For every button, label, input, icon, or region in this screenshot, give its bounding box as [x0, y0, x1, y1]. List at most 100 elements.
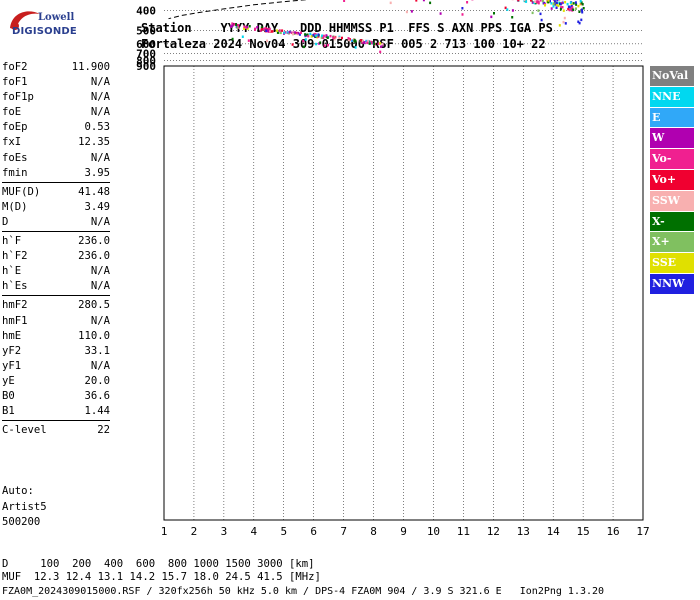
echo-point	[361, 41, 364, 44]
echo-point	[329, 34, 332, 38]
echo-point	[563, 16, 566, 20]
echo-point	[389, 1, 392, 5]
x-tick-label: 1	[161, 525, 168, 538]
echo-point	[317, 33, 320, 36]
y-tick-label: 700	[136, 47, 156, 60]
echo-point	[317, 35, 320, 38]
echo-point	[260, 28, 263, 31]
echo-point	[422, 0, 425, 2]
echo-point	[580, 18, 583, 22]
legend-item: SSW	[650, 190, 694, 211]
param-label: foEs	[2, 151, 28, 164]
param-label: yE	[2, 374, 15, 387]
param-row: hmF1 N/A	[2, 314, 110, 329]
echo-point	[283, 31, 286, 34]
echo-point	[265, 29, 268, 32]
legend-item: NoVal	[650, 66, 694, 86]
echo-point	[237, 24, 240, 27]
echo-point	[530, 0, 532, 2]
echo-point	[338, 36, 341, 40]
param-label: C-level	[2, 424, 47, 437]
echo-point	[557, 4, 560, 8]
echo-point	[550, 7, 553, 10]
echo-point	[256, 26, 259, 29]
echo-point	[323, 44, 326, 47]
echo-point	[575, 3, 578, 6]
echo-point	[537, 9, 540, 12]
param-value: 110.0	[78, 329, 110, 342]
echo-point	[230, 25, 232, 28]
param-row: foF2 11.900	[2, 60, 110, 75]
param-row: C-level 22	[2, 423, 110, 438]
echo-point	[558, 0, 561, 2]
echo-point	[554, 3, 557, 6]
echo-point	[540, 18, 543, 22]
x-tick-label: 3	[221, 525, 228, 538]
param-label: hmE	[2, 329, 22, 342]
param-value: 12.35	[78, 136, 110, 149]
echo-point	[290, 31, 293, 34]
echo-point	[288, 30, 291, 34]
echo-point	[544, 4, 546, 7]
param-label: foEp	[2, 121, 28, 134]
echo-point	[236, 26, 239, 29]
param-row: h`Es N/A	[2, 279, 110, 294]
param-label: h`E	[2, 265, 22, 278]
echo-point	[332, 36, 335, 40]
param-label: foF1p	[2, 91, 34, 104]
param-row: hmF2 280.5	[2, 298, 110, 313]
echo-point	[379, 50, 382, 54]
x-tick-label: 16	[606, 525, 619, 538]
echo-point	[490, 15, 493, 19]
param-value: 236.0	[78, 250, 110, 263]
param-value: 11.900	[71, 61, 110, 73]
header-labels: Station YYYY DAY DDD HHMMSS P1 FFS S AXN…	[141, 21, 553, 35]
param-row: h`F2 236.0	[2, 249, 110, 264]
echo-point	[248, 25, 251, 28]
echo-point	[314, 33, 317, 36]
echo-point	[291, 43, 294, 46]
echo-point	[300, 31, 302, 34]
param-row: M(D) 3.49	[2, 200, 110, 215]
echo-point	[561, 1, 564, 4]
param-value: 41.48	[78, 185, 110, 198]
echo-point	[353, 38, 356, 42]
echo-point	[276, 31, 279, 34]
param-label: hmF1	[2, 314, 28, 327]
echo-point	[264, 27, 267, 30]
echo-point	[354, 46, 357, 49]
echo-point	[267, 29, 270, 33]
param-separator	[2, 295, 110, 298]
echo-point	[566, 2, 569, 6]
echo-point	[380, 45, 383, 48]
echo-point	[321, 34, 324, 37]
echo-point	[536, 0, 539, 3]
echo-point	[556, 0, 559, 2]
param-row: foEs N/A	[2, 151, 110, 166]
echo-point	[517, 0, 520, 2]
echo-point	[381, 42, 384, 46]
echo-point	[559, 7, 562, 11]
echo-point	[306, 33, 309, 36]
logo	[6, 6, 86, 42]
param-label: B1	[2, 405, 15, 418]
legend-item: NNW	[650, 273, 694, 294]
echo-point	[304, 38, 307, 41]
echo-point	[231, 22, 234, 25]
echo-point	[276, 29, 278, 32]
echo-point	[343, 0, 346, 2]
param-row: yF2 33.1	[2, 344, 110, 359]
echo-point	[575, 7, 577, 10]
echo-point	[246, 27, 249, 30]
param-value: N/A	[90, 280, 110, 293]
footer-muf-row: MUF 12.3 12.4 13.1 14.2 15.7 18.0 24.5 4…	[2, 571, 321, 583]
echo-point	[552, 5, 555, 8]
param-value: N/A	[90, 91, 110, 104]
echo-point	[539, 0, 542, 2]
echo-point	[568, 5, 571, 9]
echo-point	[294, 31, 297, 34]
x-tick-label: 11	[457, 525, 470, 538]
param-row: foEp 0.53	[2, 120, 110, 135]
param-label: M(D)	[2, 200, 28, 213]
echo-point	[297, 31, 300, 35]
